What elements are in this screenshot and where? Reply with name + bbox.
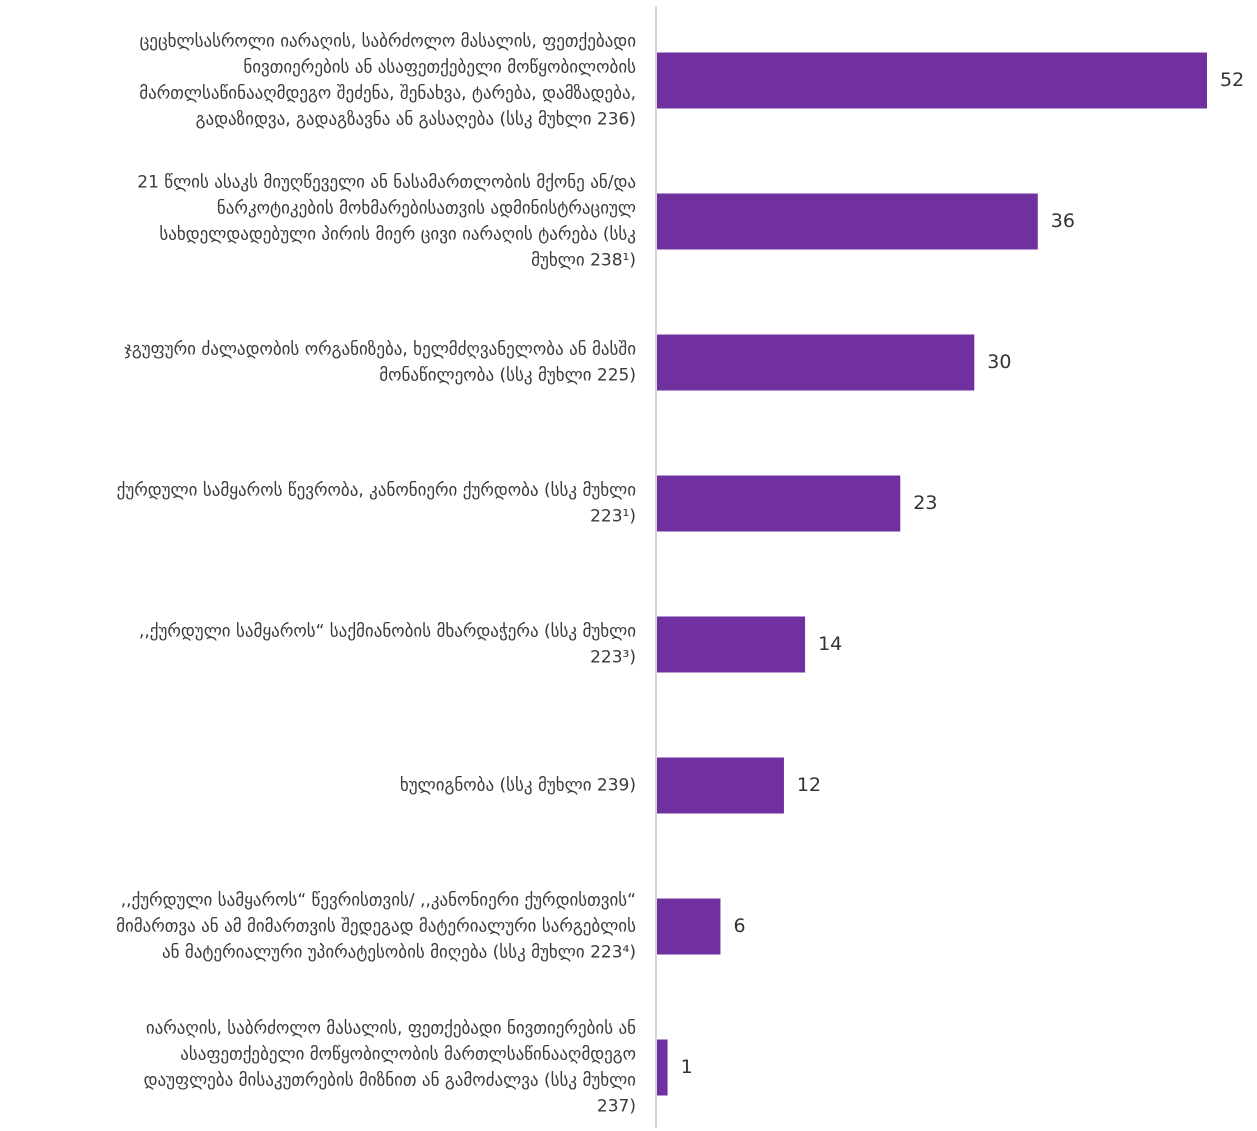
category-label-line: ,,ქურდული სამყაროს“ წევრისთვის/ ,,კანონი… — [121, 891, 636, 911]
bars-group — [657, 52, 1207, 1096]
category-label: ,,ქურდული სამყაროს“ წევრისთვის/ ,,კანონი… — [116, 891, 636, 963]
category-label: ხულიგნობა (სსკ მუხლი 239) — [400, 776, 636, 796]
category-label-line: 21 წლის ასაკს მიუღწეველი ან ნასამართლობი… — [137, 173, 636, 193]
category-label-line: დაუფლება მისაკუთრების მიზნით ან გამოძალვ… — [144, 1071, 636, 1091]
category-label-line: ხულიგნობა (სსკ მუხლი 239) — [400, 776, 636, 796]
category-label: ,,ქურდული სამყაროს“ საქმიანობის მხარდაჭე… — [139, 622, 636, 668]
category-label-line: გადაზიდვა, გადაგზავნა ან გასაღება (სსკ მ… — [196, 110, 636, 130]
category-label: იარაღის, საბრძოლო მასალის, ფეთქებადი ნივ… — [144, 1019, 636, 1117]
bar-value-label: 12 — [797, 774, 821, 796]
category-label-line: ნივთიერების ან ასაფეთქებელი მოწყობილობის — [243, 58, 636, 78]
category-label-line: ნარკოტიკების მოხმარებისათვის ადმინისტრაც… — [217, 199, 636, 219]
category-label-line: მონაწილეობა (სსკ მუხლი 225) — [379, 366, 636, 386]
category-label-line: 237) — [597, 1097, 636, 1117]
category-label-line: მიმართვა ან ამ მიმართვის შედეგად მატერია… — [116, 917, 636, 937]
bar — [657, 334, 975, 391]
category-label-line: ცეცხლსასროლი იარაღის, საბრძოლო მასალის, … — [140, 32, 636, 52]
bar — [657, 1039, 668, 1096]
category-label-line: მართლსაწინააღმდეგო შეძენა, შენახვა, ტარე… — [139, 84, 636, 104]
category-label-line: ასაფეთქებელი მოწყობილობის მართლსაწინააღმ… — [180, 1045, 636, 1065]
bar — [657, 757, 784, 814]
bar-value-label: 6 — [733, 915, 745, 937]
category-label-line: 223¹) — [590, 507, 636, 527]
bar-value-label: 23 — [913, 492, 937, 514]
category-label: ცეცხლსასროლი იარაღის, საბრძოლო მასალის, … — [139, 32, 636, 130]
bar-value-label: 14 — [818, 633, 842, 655]
category-label-line: ,,ქურდული სამყაროს“ საქმიანობის მხარდაჭე… — [139, 622, 636, 642]
category-label-line: 223³) — [590, 648, 636, 668]
category-label-line: იარაღის, საბრძოლო მასალის, ფეთქებადი ნივ… — [146, 1019, 636, 1039]
bar — [657, 193, 1038, 250]
bar-value-label: 1 — [681, 1056, 693, 1078]
bar-value-label: 36 — [1051, 210, 1075, 232]
bar — [657, 616, 806, 673]
bar — [657, 475, 901, 532]
category-label: ჯგუფური ძალადობის ორგანიზება, ხელმძღვანე… — [124, 340, 636, 386]
category-label: 21 წლის ასაკს მიუღწეველი ან ნასამართლობი… — [137, 173, 636, 271]
category-label-line: ქურდული სამყაროს წევრობა, კანონიერი ქურდ… — [117, 481, 636, 501]
category-label-line: სახდელდადებული პირის მიერ ცივი იარაღის ტ… — [159, 225, 636, 245]
category-label-line: მუხლი 238¹) — [531, 251, 636, 271]
bar — [657, 898, 721, 955]
value-labels-group: 52 36 30 23 14 12 6 1 — [681, 69, 1245, 1078]
bar-value-label: 30 — [987, 351, 1011, 373]
category-labels-group: ცეცხლსასროლი იარაღის, საბრძოლო მასალის, … — [116, 32, 636, 1117]
category-label-line: ან მატერიალური უპირატესობის მიღება (სსკ … — [162, 943, 636, 963]
category-label: ქურდული სამყაროს წევრობა, კანონიერი ქურდ… — [117, 481, 636, 527]
bar — [657, 52, 1207, 109]
category-label-line: ჯგუფური ძალადობის ორგანიზება, ხელმძღვანე… — [124, 340, 636, 360]
bar-value-label: 52 — [1220, 69, 1244, 91]
